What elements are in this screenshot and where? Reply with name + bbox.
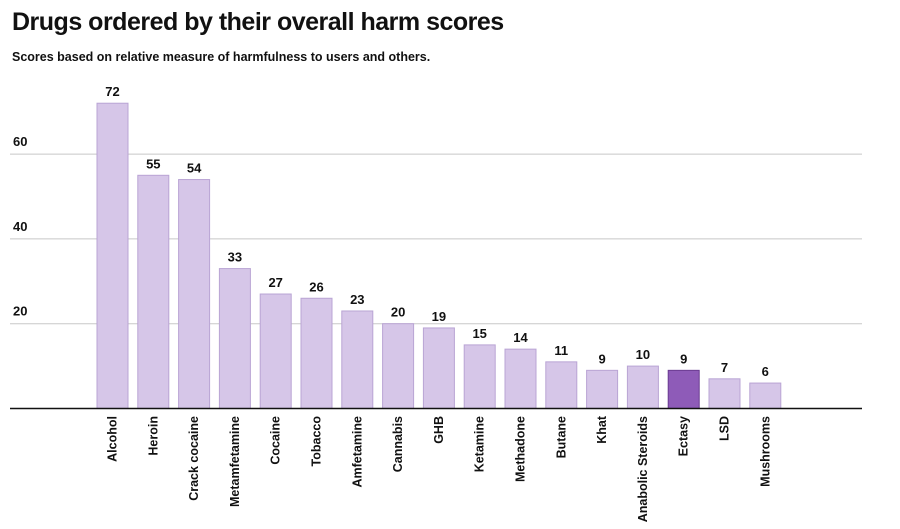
- bar-anabolic-steroids: [626, 365, 659, 410]
- category-label-khat: Khat: [595, 415, 609, 444]
- category-label-heroin: Heroin: [146, 416, 160, 456]
- value-label-mushrooms: 6: [762, 364, 769, 379]
- value-label-butane: 11: [554, 343, 568, 358]
- category-label-tobacco: Tobacco: [310, 416, 324, 467]
- category-label-metamfetamine: Metamfetamine: [228, 416, 242, 507]
- category-label-alcohol: Alcohol: [106, 416, 120, 462]
- value-label-cannabis: 20: [391, 305, 405, 320]
- bar-ectasy: [667, 369, 700, 409]
- category-label-ketamine: Ketamine: [473, 416, 487, 472]
- value-label-cocaine: 27: [268, 275, 282, 290]
- bar-butane: [545, 361, 578, 409]
- bar-ghb: [422, 327, 455, 409]
- bar-heroin: [137, 174, 170, 409]
- chart-subtitle: Scores based on relative measure of harm…: [12, 50, 431, 64]
- category-label-anabolic-steroids: Anabolic Steroids: [636, 416, 650, 522]
- bar-metamfetamine: [218, 268, 251, 409]
- value-labels: 72 55 54 33 27 26 23 20 19 15 14 11 9 10 9 7 6: [105, 84, 769, 379]
- category-label-mushrooms: Mushrooms: [758, 416, 772, 487]
- value-label-ghb: 19: [432, 309, 446, 324]
- y-tick-label-20: 20: [13, 304, 27, 319]
- y-tick-labels: 20 40 60: [13, 134, 27, 319]
- value-label-anabolic-steroids: 10: [636, 347, 650, 362]
- category-labels: Alcohol Heroin Crack cocaine Metamfetamine C…: [106, 415, 773, 522]
- category-label-lsd: LSD: [718, 416, 732, 441]
- category-label-ectasy: Ectasy: [677, 416, 691, 456]
- value-label-ketamine: 15: [472, 326, 486, 341]
- bar-ketamine: [463, 344, 496, 409]
- y-tick-label-60: 60: [13, 134, 27, 149]
- bar-mushrooms: [749, 382, 782, 409]
- bar-tobacco: [300, 297, 333, 410]
- value-label-metamfetamine: 33: [228, 250, 242, 265]
- value-label-ectasy: 9: [680, 351, 687, 366]
- value-label-alcohol: 72: [105, 84, 119, 99]
- category-label-methadone: Methadone: [514, 416, 528, 482]
- bar-khat: [586, 369, 619, 409]
- bar-alcohol: [96, 102, 129, 409]
- value-label-heroin: 55: [146, 156, 160, 171]
- category-label-butane: Butane: [554, 416, 568, 458]
- bar-cannabis: [382, 323, 415, 410]
- value-label-tobacco: 26: [309, 279, 323, 294]
- bar-amfetamine: [341, 310, 374, 410]
- category-label-cannabis: Cannabis: [391, 416, 405, 472]
- bars: [96, 102, 782, 410]
- value-label-lsd: 7: [721, 360, 728, 375]
- bar-cocaine: [259, 293, 292, 409]
- value-label-methadone: 14: [513, 330, 528, 345]
- bar-lsd: [708, 378, 741, 410]
- y-tick-label-40: 40: [13, 219, 27, 234]
- chart-title: Drugs ordered by their overall harm scor…: [12, 8, 504, 36]
- value-label-khat: 9: [598, 351, 605, 366]
- value-label-amfetamine: 23: [350, 292, 364, 307]
- value-label-crack-cocaine: 54: [187, 161, 202, 176]
- category-label-crack-cocaine: Crack cocaine: [187, 416, 201, 501]
- category-label-ghb: GHB: [432, 416, 446, 444]
- category-label-amfetamine: Amfetamine: [350, 416, 364, 488]
- bar-crack-cocaine: [178, 179, 211, 409]
- bar-methadone: [504, 348, 537, 410]
- category-label-cocaine: Cocaine: [269, 416, 283, 465]
